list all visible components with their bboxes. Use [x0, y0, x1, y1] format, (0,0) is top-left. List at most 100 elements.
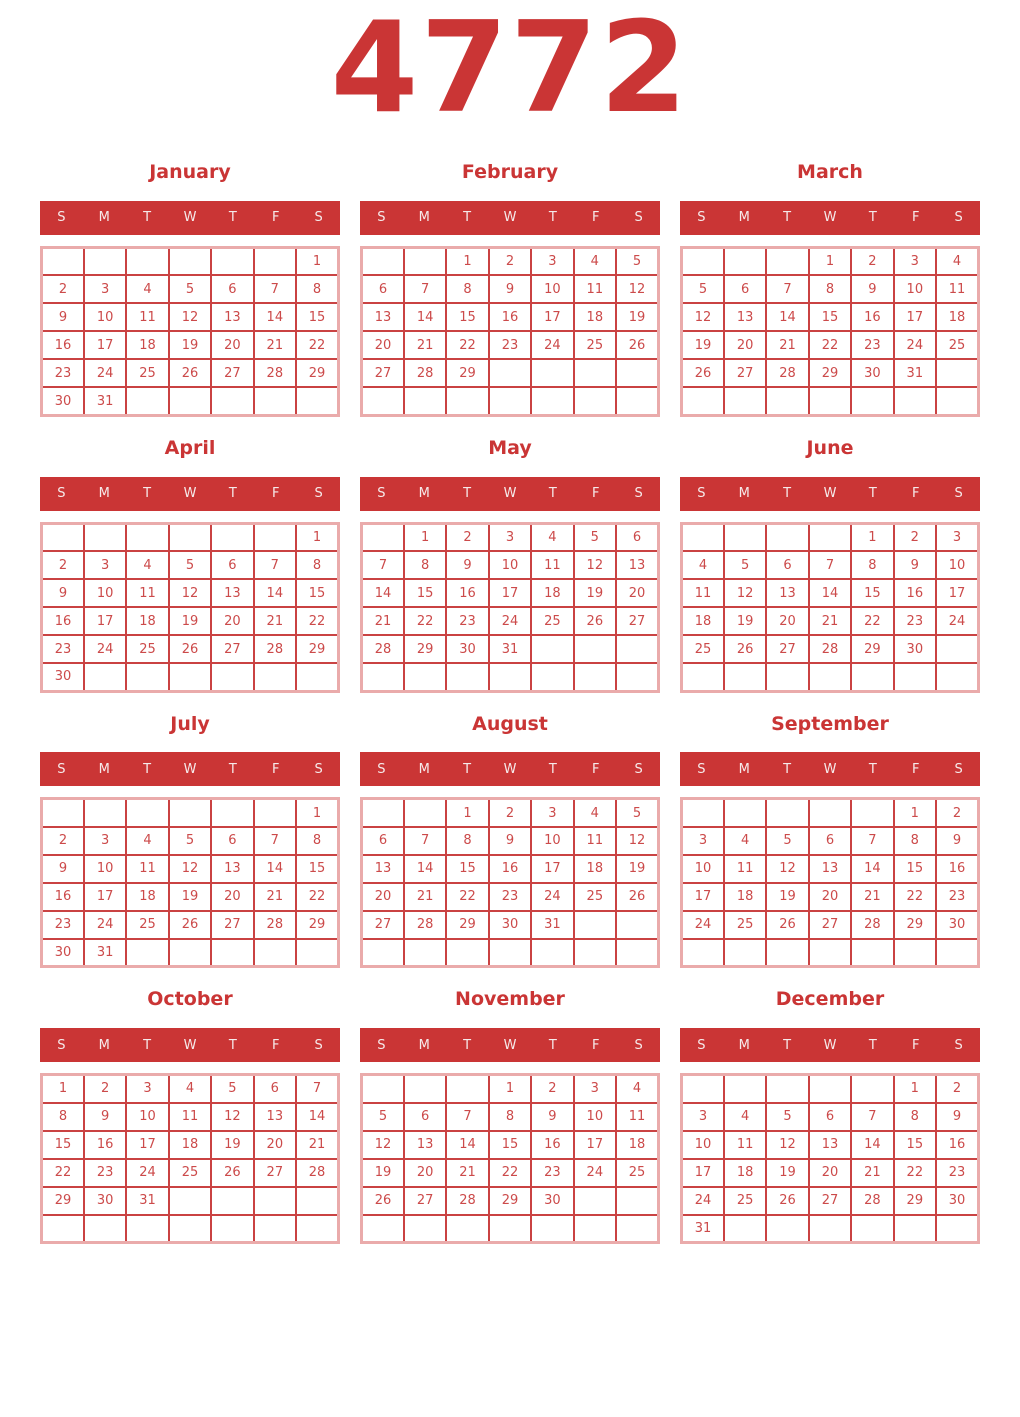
day-cell: 16: [892, 578, 938, 609]
day-cell: 8: [445, 825, 490, 856]
day-cell: 18: [722, 1157, 768, 1188]
day-cell: 17: [530, 853, 575, 884]
day-cell: 16: [935, 853, 980, 884]
day-cell: [850, 1213, 895, 1244]
weekday-label: S: [634, 1037, 643, 1053]
day-cell: [445, 1073, 490, 1104]
day-cell: [125, 797, 170, 828]
day-cell: 31: [82, 937, 128, 968]
day-cell: 8: [892, 1101, 938, 1132]
weekday-label: S: [314, 761, 323, 777]
day-cell: [252, 937, 298, 968]
day-cell: 15: [807, 302, 853, 333]
day-cell: 11: [125, 578, 170, 609]
day-cell: [82, 662, 128, 693]
day-cell: [210, 386, 255, 417]
day-cell: [445, 386, 490, 417]
week-row: 10 11 12 13 14 15 16: [680, 1129, 980, 1160]
day-cell: [530, 358, 575, 389]
day-cell: 24: [530, 881, 575, 912]
day-cell: 27: [807, 1185, 853, 1216]
day-cell: 11: [530, 550, 575, 581]
day-cell: 6: [615, 522, 660, 553]
day-cell: 12: [615, 274, 660, 305]
day-cell: [807, 797, 853, 828]
day-cell: 13: [360, 302, 405, 333]
day-cell: 21: [850, 881, 895, 912]
month-title: May: [488, 436, 532, 459]
weekday-header: S M T W T F S: [360, 200, 660, 235]
day-cell: 15: [850, 578, 895, 609]
day-cell: [360, 662, 405, 693]
week-row: 30 31: [40, 386, 340, 417]
day-cell: 19: [765, 881, 810, 912]
weekday-label: M: [418, 761, 430, 777]
day-cell: 28: [445, 1185, 490, 1216]
day-cell: [252, 1185, 298, 1216]
day-cell: 10: [487, 550, 533, 581]
weekday-label: S: [697, 210, 706, 226]
weekday-label: W: [503, 1037, 517, 1053]
day-cell: 10: [82, 578, 128, 609]
week-row: [360, 1213, 660, 1244]
day-cell: [40, 797, 85, 828]
day-cell: 1: [402, 522, 448, 553]
day-cell: [252, 386, 298, 417]
weekday-label: W: [503, 761, 517, 777]
weekday-label: F: [271, 761, 280, 777]
day-cell: [82, 522, 128, 553]
day-cell: 2: [40, 274, 85, 305]
day-cell: 26: [722, 634, 768, 665]
day-cell: [615, 358, 660, 389]
week-row: 16 17 18 19 20 21 22: [40, 330, 340, 361]
day-cell: [487, 386, 533, 417]
day-cell: 22: [892, 1157, 938, 1188]
weekday-label: T: [228, 210, 237, 226]
day-cell: 13: [252, 1101, 298, 1132]
day-cell: 26: [210, 1157, 255, 1188]
day-cell: 1: [892, 1073, 938, 1104]
day-cell: 16: [40, 330, 85, 361]
day-cell: [167, 522, 213, 553]
day-cell: 11: [615, 1101, 660, 1132]
day-cell: 31: [82, 386, 128, 417]
day-cell: 25: [167, 1157, 213, 1188]
day-cell: 27: [210, 634, 255, 665]
day-cell: 29: [487, 1185, 533, 1216]
week-row: [680, 937, 980, 968]
day-cell: 18: [572, 302, 618, 333]
day-cell: [680, 246, 725, 277]
day-cell: [360, 522, 405, 553]
day-cell: 15: [892, 1129, 938, 1160]
week-row: 11 12 13 14 15 16 17: [680, 578, 980, 609]
day-cell: 2: [935, 1073, 980, 1104]
weekday-label: F: [271, 1037, 280, 1053]
day-cell: 1: [295, 246, 340, 277]
day-cell: [680, 386, 725, 417]
weekday-label: S: [57, 1037, 66, 1053]
day-cell: 28: [295, 1157, 340, 1188]
day-cell: [295, 937, 340, 968]
day-cell: 16: [487, 853, 533, 884]
day-cell: 5: [360, 1101, 405, 1132]
day-cell: 26: [615, 330, 660, 361]
day-cell: 3: [82, 550, 128, 581]
month-title: October: [147, 988, 233, 1011]
day-cell: 10: [892, 274, 938, 305]
day-cell: 4: [722, 825, 768, 856]
day-cell: 12: [167, 302, 213, 333]
day-cell: 23: [445, 606, 490, 637]
day-cell: 23: [530, 1157, 575, 1188]
week-row: 30 31: [40, 937, 340, 968]
day-cell: [82, 1213, 128, 1244]
day-cell: 20: [210, 881, 255, 912]
day-cell: [680, 797, 725, 828]
day-cell: 21: [402, 330, 448, 361]
